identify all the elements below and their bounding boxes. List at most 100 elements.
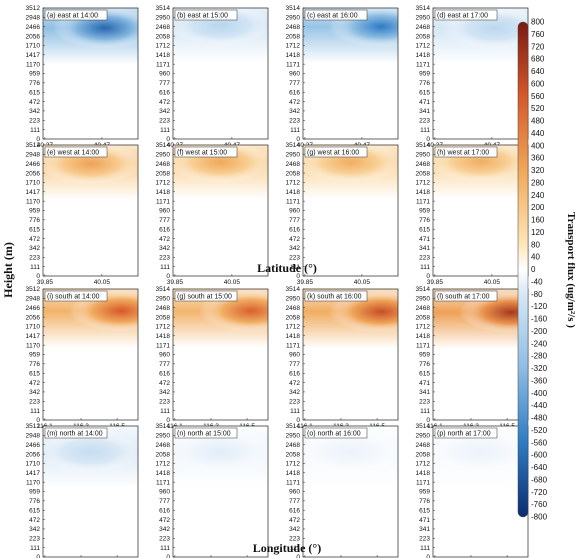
panel-north-1400: (m) north at 14:00 3512 2948 2466 2056 1710 14… (26, 423, 139, 558)
x-tick-label: 40.05 (484, 279, 501, 286)
y-tick-label: 1171 (156, 342, 170, 349)
y-tick-label: 111 (420, 408, 430, 415)
colorbar-tick-label: -640 (531, 463, 548, 472)
y-tick-label: 223 (159, 535, 170, 542)
y-tick-label: 472 (29, 517, 40, 524)
colorbar-tick-label: 520 (531, 104, 545, 113)
y-tick-label: 0 (36, 554, 40, 558)
y-tick-label: 0 (166, 554, 170, 558)
y-tick-label: 1171 (416, 342, 430, 349)
colorbar-tick-label: 640 (531, 67, 545, 76)
y-tick-label: 223 (289, 398, 300, 405)
panel-north-1500: (n) north at 15:00 3514 2950 2468 2058 1712 14… (156, 423, 269, 558)
y-tick-label: 2468 (416, 442, 431, 449)
x-tick-label: 39.85 (427, 279, 444, 286)
y-tick-label: 1170 (26, 479, 40, 486)
y-tick-label: 472 (289, 517, 300, 524)
y-tick-label: 3514 (286, 286, 301, 293)
colorbar-tick-label: -200 (531, 327, 548, 336)
y-tick-label: 223 (29, 398, 40, 405)
y-tick-label: 777 (159, 217, 170, 224)
colorbar-tick-label: -360 (531, 376, 548, 385)
y-tick-label: 471 (419, 380, 430, 387)
y-tick-label: 615 (29, 226, 40, 233)
y-tick-label: 3514 (156, 423, 171, 430)
panel-grid: (a) east at 14:00 3512 2948 2466 2056 1710 141… (26, 5, 529, 558)
y-tick-label: 616 (289, 370, 300, 377)
y-tick-label: 342 (29, 526, 40, 533)
y-tick-label: 2948 (26, 152, 41, 159)
colorbar-tick-label: -40 (531, 277, 543, 286)
y-tick-label: 2058 (416, 170, 431, 177)
x-tick-label: 39.85 (37, 279, 54, 286)
panel-label: (n) north at 15:00 (174, 427, 238, 439)
y-tick-label: 1710 (26, 324, 41, 331)
y-tick-label: 472 (289, 236, 300, 243)
y-tick-label: 1418 (156, 333, 171, 340)
svg-text:(e) west at 14:00: (e) west at 14:00 (47, 150, 99, 157)
y-tick-label: 616 (159, 226, 170, 233)
y-tick-label: 111 (30, 127, 40, 134)
y-tick-label: 223 (29, 535, 40, 542)
y-tick-label: 111 (420, 127, 430, 134)
y-tick-label: 3514 (416, 142, 431, 149)
y-tick-label: 342 (159, 526, 170, 533)
colorbar-tick-label: 280 (531, 178, 545, 187)
y-tick-label: 472 (29, 99, 40, 106)
y-tick-label: 1170 (26, 342, 40, 349)
colorbar-tick-label: 800 (531, 18, 545, 27)
panel-label: (o) north at 16:00 (304, 427, 368, 439)
x-tick-label: 40.05 (354, 279, 371, 286)
y-tick-label: 960 (159, 71, 170, 78)
y-tick-label: 2468 (416, 305, 431, 312)
y-tick-label: 1418 (416, 189, 431, 196)
y-tick-label: 3514 (156, 286, 171, 293)
y-tick-label: 472 (159, 236, 170, 243)
colorbar-tick-label: 120 (531, 228, 545, 237)
y-tick-label: 3514 (286, 142, 301, 149)
panel-label: (m) north at 14:00 (44, 427, 108, 439)
flux-core (433, 430, 528, 473)
colorbar-tick-label: -560 (531, 438, 548, 447)
colorbar-tick-label: -440 (531, 401, 548, 410)
colorbar-tick-label: 720 (531, 42, 545, 51)
y-tick-label: 2058 (286, 451, 301, 458)
y-tick-label: 2058 (156, 33, 171, 40)
y-tick-label: 615 (419, 89, 430, 96)
colorbar-tick-label: 600 (531, 79, 545, 88)
y-tick-label: 111 (290, 545, 300, 552)
y-tick-label: 342 (289, 108, 300, 115)
y-tick-label: 2058 (286, 170, 301, 177)
y-tick-label: 2468 (416, 24, 431, 31)
y-tick-label: 223 (159, 254, 170, 261)
panel-west-1500: (f) west at 15:00 3514 2950 2468 2058 1712 141… (156, 142, 269, 286)
y-tick-label: 0 (166, 136, 170, 143)
colorbar-tick-label: 680 (531, 55, 545, 64)
colorbar-tick-label: 760 (531, 30, 545, 39)
colorbar-tick-label: 400 (531, 141, 545, 150)
panel-label: (k) south at 16:00 (304, 290, 368, 302)
colorbar-tick-label: -800 (531, 513, 548, 522)
y-tick-label: 2058 (416, 33, 431, 40)
y-tick-label: 1170 (26, 61, 40, 68)
panel-label: (h) west at 17:00 (434, 146, 498, 158)
svg-text:(h) west at 17:00: (h) west at 17:00 (437, 150, 489, 157)
y-tick-label: 0 (426, 273, 430, 280)
colorbar-tick-label: -280 (531, 352, 548, 361)
y-tick-label: 959 (29, 71, 40, 78)
y-tick-label: 3514 (416, 5, 431, 12)
y-tick-label: 615 (29, 89, 40, 96)
y-tick-label: 1418 (286, 470, 301, 477)
y-tick-label: 2466 (26, 24, 41, 31)
y-tick-label: 615 (29, 370, 40, 377)
y-tick-label: 3514 (416, 286, 431, 293)
y-tick-label: 1171 (416, 198, 430, 205)
y-tick-label: 472 (159, 517, 170, 524)
svg-text:(n) north at 15:00: (n) north at 15:00 (177, 431, 231, 438)
panel-label: (c) east at 16:00 (304, 9, 368, 21)
flux-core (328, 290, 398, 333)
y-tick-label: 111 (290, 408, 300, 415)
y-tick-label: 342 (29, 389, 40, 396)
colorbar-tick-label: -160 (531, 315, 548, 324)
y-tick-label: 3512 (26, 286, 41, 293)
